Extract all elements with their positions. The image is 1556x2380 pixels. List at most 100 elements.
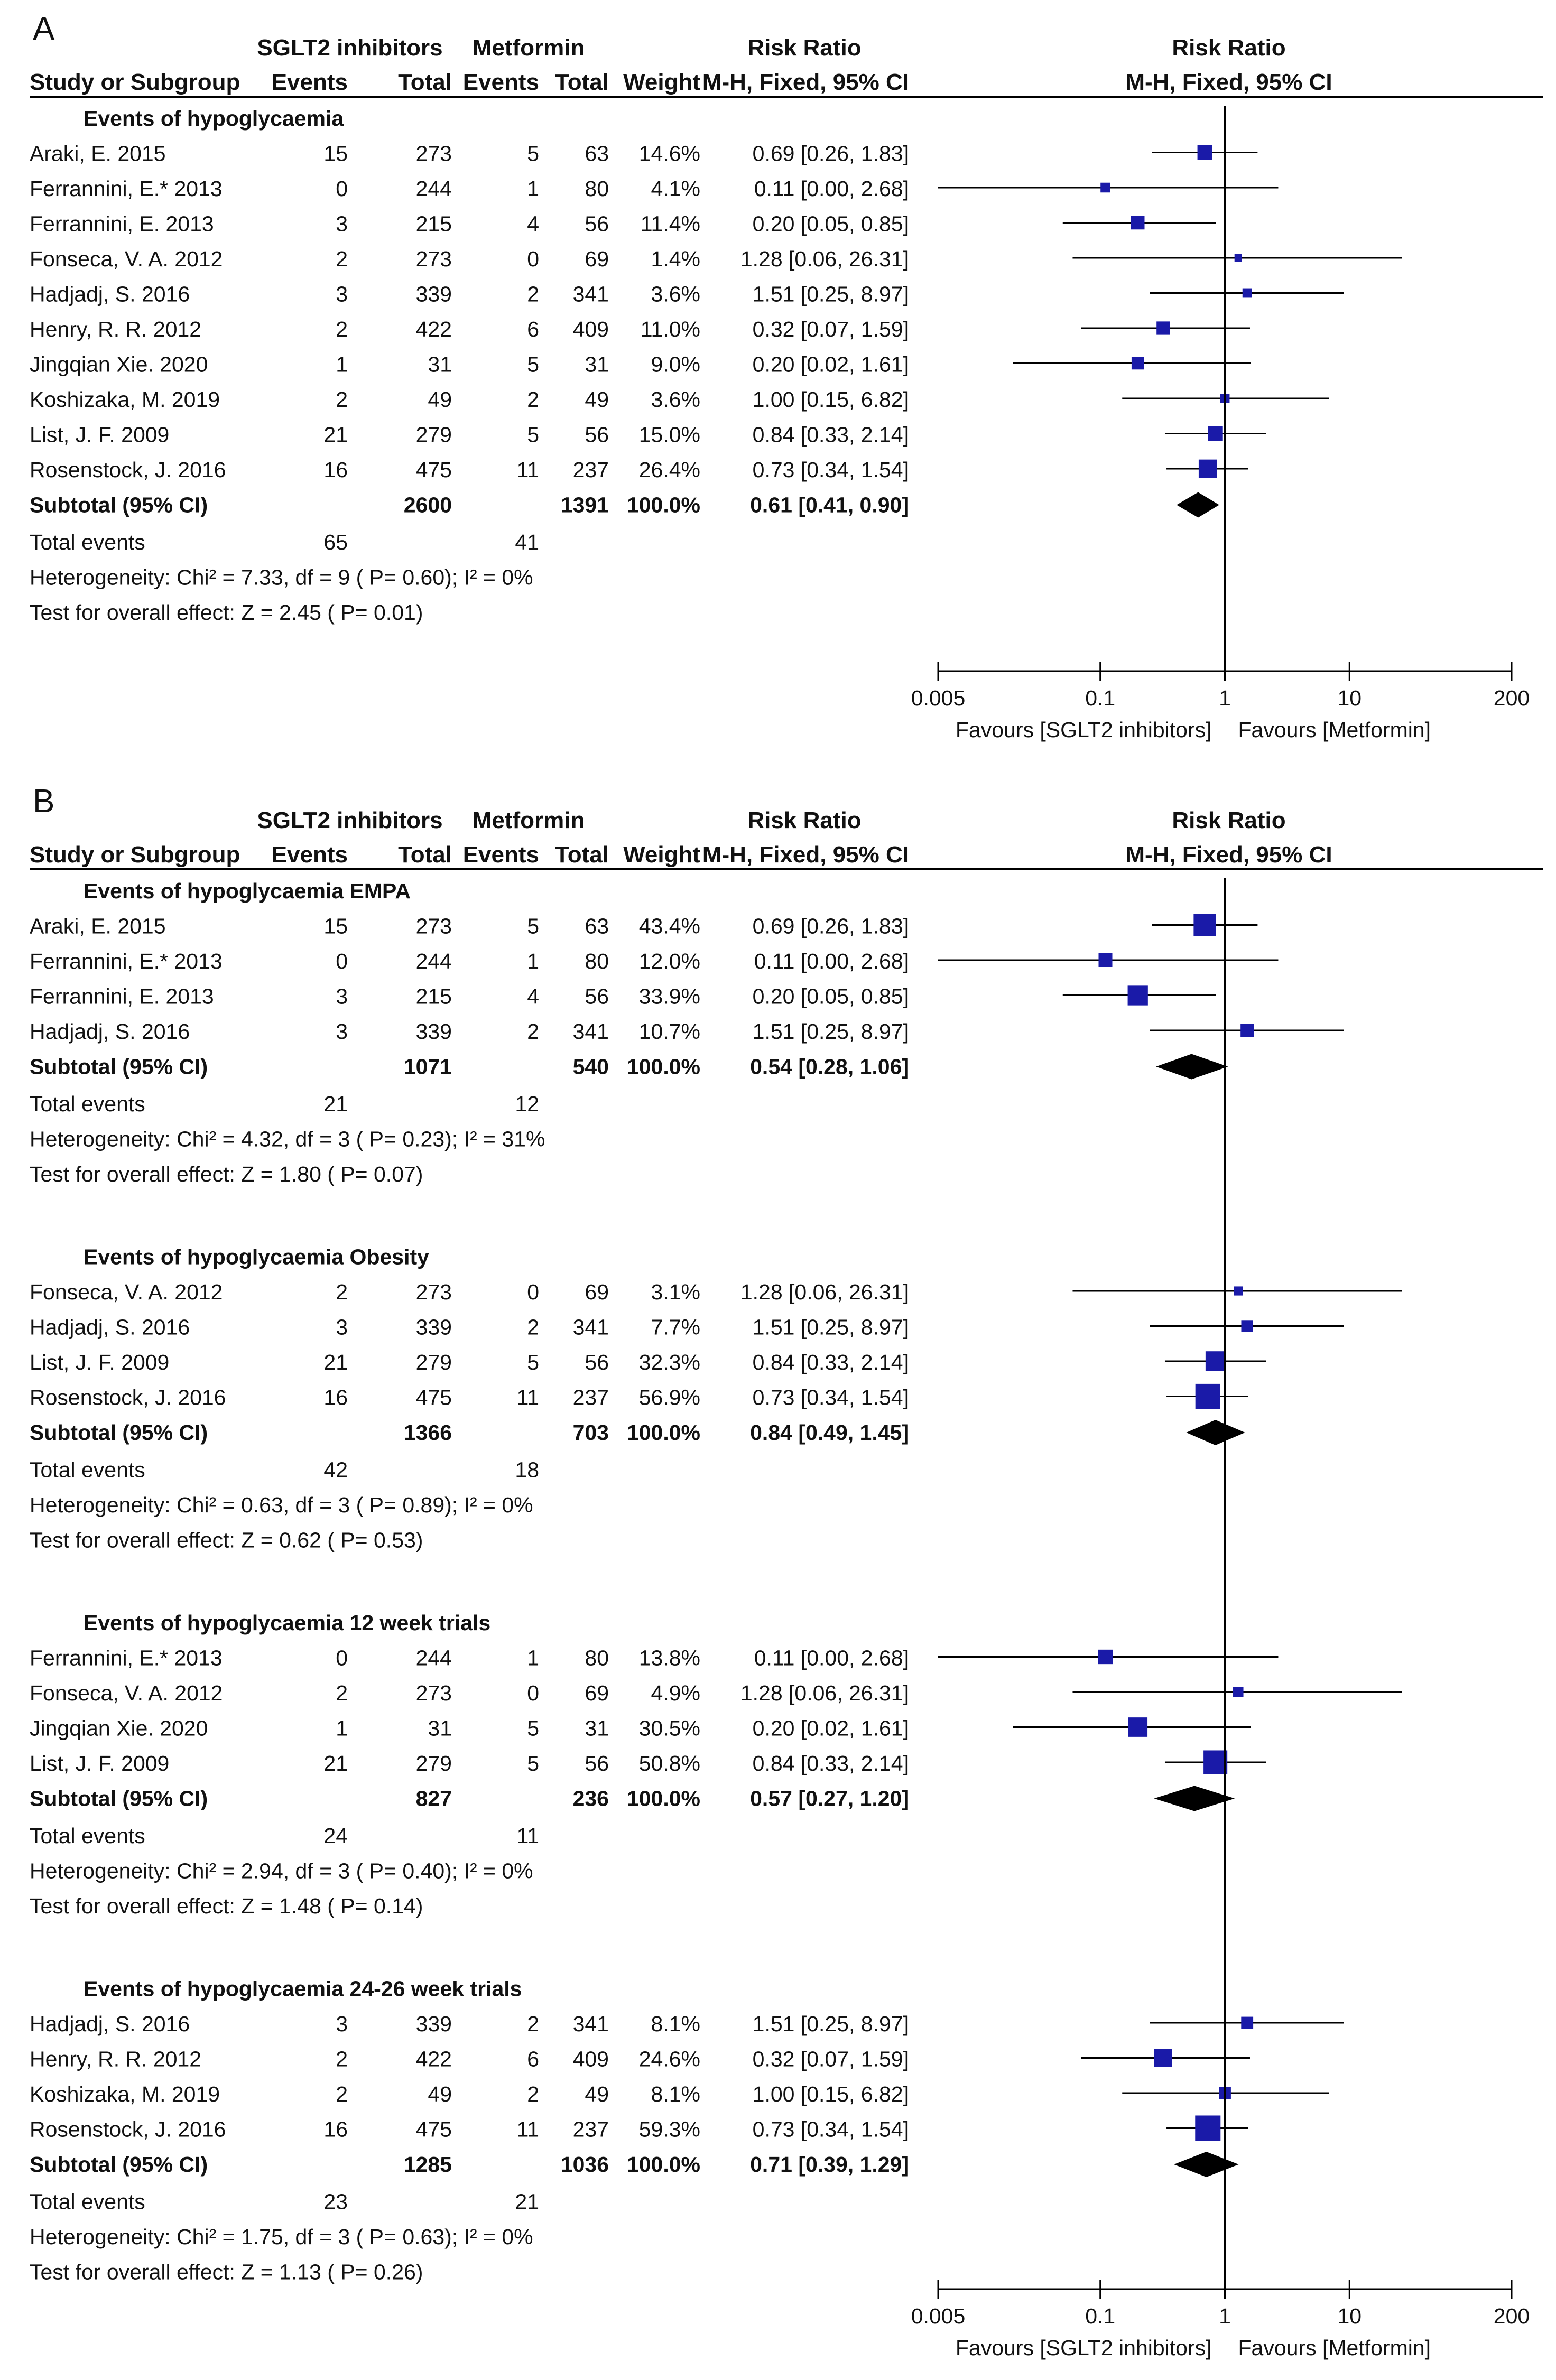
study-name: Koshizaka, M. 2019 bbox=[30, 2082, 220, 2106]
study-name: Rosenstock, J. 2016 bbox=[30, 1386, 226, 1410]
study-ci-text: 1.51 [0.25, 8.97] bbox=[753, 282, 909, 306]
subtotal-label: Subtotal (95% CI) bbox=[30, 1787, 208, 1811]
header-method: M-H, Fixed, 95% CI bbox=[702, 69, 909, 95]
study-ci-text: 0.20 [0.05, 0.85] bbox=[753, 984, 909, 1009]
study-weight: 3.6% bbox=[651, 387, 700, 412]
heterogeneity-text: Heterogeneity: Chi² = 2.94, df = 3 ( P= … bbox=[30, 1859, 533, 1883]
study-name: Araki, E. 2015 bbox=[30, 142, 166, 166]
subtotal-total-sglt2: 2600 bbox=[404, 493, 452, 517]
events-sglt2: 2 bbox=[336, 1280, 348, 1304]
study-ci-text: 0.84 [0.33, 2.14] bbox=[753, 1751, 909, 1775]
study-name: Henry, R. R. 2012 bbox=[30, 2047, 201, 2071]
total-metformin: 56 bbox=[585, 423, 609, 447]
total-metformin: 80 bbox=[585, 1646, 609, 1670]
study-name: Henry, R. R. 2012 bbox=[30, 317, 201, 341]
study-marker bbox=[1131, 216, 1145, 230]
events-sglt2: 21 bbox=[323, 1350, 348, 1374]
header-method-plot: M-H, Fixed, 95% CI bbox=[1125, 842, 1332, 868]
header-risk-ratio-plot: Risk Ratio bbox=[1172, 807, 1285, 833]
group-title: Events of hypoglycaemia bbox=[84, 106, 344, 131]
group-title: Events of hypoglycaemia 12 week trials bbox=[84, 1611, 490, 1635]
events-metformin: 1 bbox=[527, 176, 539, 201]
study-name: Ferrannini, E.* 2013 bbox=[30, 176, 223, 201]
events-metformin: 11 bbox=[516, 458, 539, 482]
study-marker bbox=[1234, 254, 1242, 262]
total-metformin: 56 bbox=[585, 1350, 609, 1374]
total-sglt2: 215 bbox=[416, 212, 452, 236]
total-metformin: 237 bbox=[573, 458, 609, 482]
x-tick-label: 0.1 bbox=[1085, 686, 1115, 710]
study-weight: 56.9% bbox=[639, 1386, 700, 1410]
total-sglt2: 273 bbox=[416, 1681, 452, 1705]
total-sglt2: 475 bbox=[416, 458, 452, 482]
study-marker bbox=[1242, 288, 1252, 298]
study-marker bbox=[1156, 321, 1170, 335]
x-tick-label: 200 bbox=[1494, 686, 1530, 710]
events-metformin: 5 bbox=[527, 1751, 539, 1775]
study-name: Hadjadj, S. 2016 bbox=[30, 1019, 190, 1044]
study-weight: 8.1% bbox=[651, 2012, 700, 2036]
events-metformin: 4 bbox=[527, 212, 539, 236]
subtotal-diamond bbox=[1156, 1054, 1228, 1080]
total-events-metformin: 21 bbox=[515, 2190, 539, 2214]
events-sglt2: 0 bbox=[336, 949, 348, 973]
total-sglt2: 339 bbox=[416, 282, 452, 306]
header-method: M-H, Fixed, 95% CI bbox=[702, 842, 909, 868]
header-events-1: Events bbox=[272, 842, 348, 868]
total-events-sglt2: 42 bbox=[323, 1458, 348, 1482]
study-name: Hadjadj, S. 2016 bbox=[30, 2012, 190, 2036]
subtotal-weight: 100.0% bbox=[627, 493, 700, 517]
subtotal-total-sglt2: 827 bbox=[416, 1787, 452, 1811]
study-ci-text: 0.20 [0.05, 0.85] bbox=[753, 212, 909, 236]
header-group2: Metformin bbox=[473, 807, 585, 833]
events-metformin: 5 bbox=[527, 423, 539, 447]
study-marker bbox=[1240, 1024, 1254, 1037]
events-sglt2: 2 bbox=[336, 2082, 348, 2106]
events-metformin: 5 bbox=[527, 142, 539, 166]
header-study: Study or Subgroup bbox=[30, 69, 240, 95]
study-weight: 4.1% bbox=[651, 176, 700, 201]
study-name: Hadjadj, S. 2016 bbox=[30, 282, 190, 306]
total-sglt2: 31 bbox=[428, 1716, 452, 1741]
study-ci-text: 1.28 [0.06, 26.31] bbox=[740, 247, 909, 271]
events-sglt2: 3 bbox=[336, 2012, 348, 2036]
total-metformin: 409 bbox=[573, 317, 609, 341]
events-sglt2: 2 bbox=[336, 387, 348, 412]
header-events-2: Events bbox=[463, 842, 539, 868]
study-name: Fonseca, V. A. 2012 bbox=[30, 247, 223, 271]
study-marker bbox=[1193, 914, 1216, 936]
favours-left-label: Favours [SGLT2 inhibitors] bbox=[956, 718, 1212, 742]
heterogeneity-text: Heterogeneity: Chi² = 0.63, df = 3 ( P= … bbox=[30, 1493, 533, 1517]
total-sglt2: 31 bbox=[428, 352, 452, 377]
study-marker bbox=[1098, 1649, 1113, 1665]
events-sglt2: 3 bbox=[336, 282, 348, 306]
x-tick-label: 0.005 bbox=[911, 686, 966, 710]
subtotal-diamond bbox=[1174, 2152, 1239, 2177]
study-weight: 14.6% bbox=[639, 142, 700, 166]
total-sglt2: 279 bbox=[416, 423, 452, 447]
study-weight: 24.6% bbox=[639, 2047, 700, 2071]
study-ci-text: 1.51 [0.25, 8.97] bbox=[753, 1019, 909, 1044]
study-weight: 13.8% bbox=[639, 1646, 700, 1670]
study-marker bbox=[1100, 182, 1110, 193]
total-sglt2: 339 bbox=[416, 1315, 452, 1340]
study-weight: 10.7% bbox=[639, 1019, 700, 1044]
events-metformin: 5 bbox=[527, 352, 539, 377]
subtotal-ci-text: 0.54 [0.28, 1.06] bbox=[750, 1055, 909, 1079]
study-name: List, J. F. 2009 bbox=[30, 423, 169, 447]
total-metformin: 409 bbox=[573, 2047, 609, 2071]
events-metformin: 5 bbox=[527, 1716, 539, 1741]
header-total-1: Total bbox=[398, 842, 452, 868]
header-study: Study or Subgroup bbox=[30, 842, 240, 868]
total-events-sglt2: 65 bbox=[323, 530, 348, 554]
subtotal-total-sglt2: 1366 bbox=[404, 1420, 452, 1445]
study-name: List, J. F. 2009 bbox=[30, 1350, 169, 1374]
events-sglt2: 16 bbox=[323, 458, 348, 482]
study-name: Jingqian Xie. 2020 bbox=[30, 1716, 208, 1741]
total-events-label: Total events bbox=[30, 1824, 145, 1848]
heterogeneity-text: Heterogeneity: Chi² = 7.33, df = 9 ( P= … bbox=[30, 565, 533, 590]
study-ci-text: 1.28 [0.06, 26.31] bbox=[740, 1681, 909, 1705]
events-sglt2: 3 bbox=[336, 212, 348, 236]
study-ci-text: 0.69 [0.26, 1.83] bbox=[753, 914, 909, 938]
header-weight: Weight bbox=[623, 69, 700, 95]
